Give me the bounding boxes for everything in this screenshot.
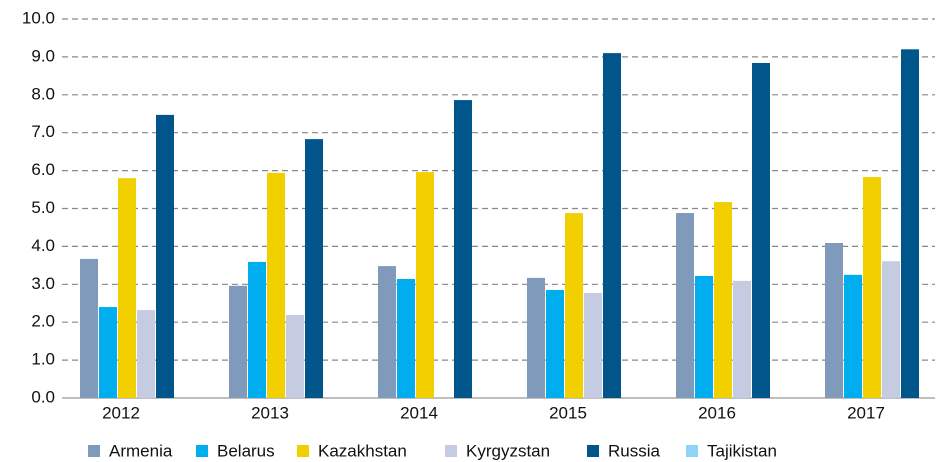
bar — [565, 213, 583, 398]
y-tick-label: 8.0 — [31, 84, 55, 103]
bar — [546, 289, 564, 398]
bar — [901, 49, 919, 398]
legend-swatch — [88, 445, 100, 457]
bar — [267, 172, 285, 398]
legend-swatch — [587, 445, 599, 457]
bar — [752, 62, 770, 399]
y-tick-label: 7.0 — [31, 122, 55, 141]
bar — [454, 100, 472, 398]
y-tick-label: 10.0 — [22, 8, 55, 27]
x-tick-label: 2012 — [102, 403, 140, 422]
bar — [584, 293, 602, 398]
bar — [99, 307, 117, 398]
legend-swatch — [196, 445, 208, 457]
x-tick-label: 2014 — [400, 403, 438, 422]
bar — [80, 258, 98, 398]
y-tick-label: 5.0 — [31, 198, 55, 217]
x-tick-label: 2013 — [251, 403, 289, 422]
y-tick-label: 9.0 — [31, 46, 55, 65]
bar — [305, 139, 323, 398]
bar — [825, 242, 843, 398]
legend-label: Russia — [608, 441, 661, 460]
bar — [844, 274, 862, 398]
x-tick-label: 2015 — [549, 403, 587, 422]
y-tick-label: 4.0 — [31, 236, 55, 255]
x-tick-label: 2017 — [847, 403, 885, 422]
legend-label: Kazakhstan — [318, 441, 407, 460]
legend-swatch — [297, 445, 309, 457]
bar — [695, 275, 713, 398]
bar — [156, 114, 174, 399]
y-tick-label: 3.0 — [31, 274, 55, 293]
legend-label: Tajikistan — [707, 441, 777, 460]
bar — [603, 53, 621, 399]
bar — [863, 177, 881, 398]
legend-swatch — [686, 445, 698, 457]
bar — [733, 280, 751, 398]
bar — [676, 213, 694, 398]
bar — [378, 266, 396, 398]
y-tick-label: 6.0 — [31, 160, 55, 179]
bar — [248, 261, 266, 398]
bar — [229, 285, 247, 398]
bar — [882, 261, 900, 398]
bar — [714, 202, 732, 398]
bar — [527, 277, 545, 398]
bar — [416, 172, 434, 398]
legend-label: Armenia — [109, 441, 173, 460]
bar — [286, 314, 304, 398]
y-tick-label: 2.0 — [31, 312, 55, 331]
bar — [118, 178, 136, 398]
legend-swatch — [445, 445, 457, 457]
y-tick-label: 0.0 — [31, 387, 55, 406]
legend-label: Belarus — [217, 441, 275, 460]
bar — [137, 310, 155, 398]
bar — [397, 278, 415, 398]
y-tick-label: 1.0 — [31, 350, 55, 369]
x-tick-label: 2016 — [698, 403, 736, 422]
legend-label: Kyrgyzstan — [466, 441, 550, 460]
